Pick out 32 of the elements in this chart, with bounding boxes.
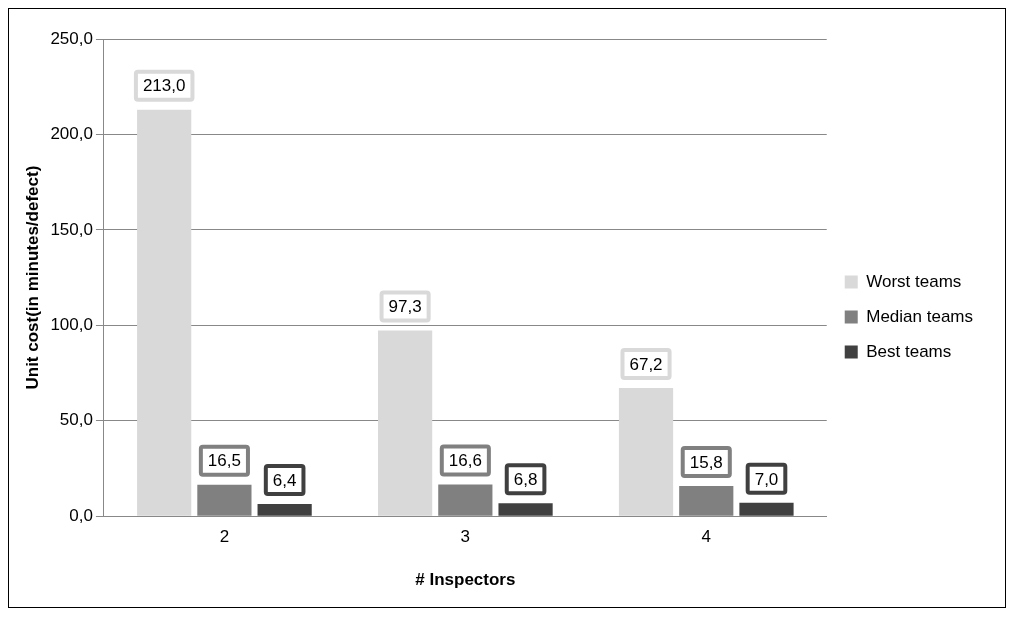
data-label: 16,6 bbox=[448, 451, 482, 471]
bar bbox=[378, 330, 433, 516]
data-label: 6,8 bbox=[513, 469, 538, 489]
x-tick-label: 2 bbox=[219, 527, 230, 547]
y-tick-label: 50,0 bbox=[59, 410, 93, 430]
data-label: 213,0 bbox=[142, 76, 186, 96]
x-axis-title: # Inspectors bbox=[415, 570, 516, 590]
data-label: 97,3 bbox=[388, 297, 422, 317]
y-axis-title: Unit cost(in minutes/defect) bbox=[22, 165, 42, 390]
bar bbox=[739, 502, 794, 516]
bar bbox=[679, 486, 734, 516]
y-tick-label: 0,0 bbox=[69, 505, 93, 525]
x-tick-label: 3 bbox=[460, 527, 471, 547]
bar bbox=[498, 503, 553, 516]
y-tick-label: 150,0 bbox=[50, 219, 93, 239]
y-tick-label: 200,0 bbox=[50, 124, 93, 144]
bar bbox=[618, 387, 674, 516]
bar bbox=[197, 484, 252, 516]
legend-label: Best teams bbox=[866, 341, 952, 361]
data-label: 15,8 bbox=[689, 452, 723, 472]
x-tick-label: 4 bbox=[701, 527, 711, 547]
data-label: 67,2 bbox=[629, 354, 663, 374]
bar bbox=[438, 484, 493, 516]
data-label: 16,5 bbox=[207, 451, 241, 471]
data-label: 6,4 bbox=[272, 470, 297, 490]
y-tick-label: 250,0 bbox=[50, 28, 93, 48]
bar bbox=[137, 109, 192, 516]
bar bbox=[257, 503, 312, 516]
y-tick-label: 100,0 bbox=[50, 315, 93, 335]
legend-label: Worst teams bbox=[866, 271, 962, 291]
data-label: 7,0 bbox=[754, 469, 779, 489]
legend-label: Median teams bbox=[866, 306, 974, 326]
